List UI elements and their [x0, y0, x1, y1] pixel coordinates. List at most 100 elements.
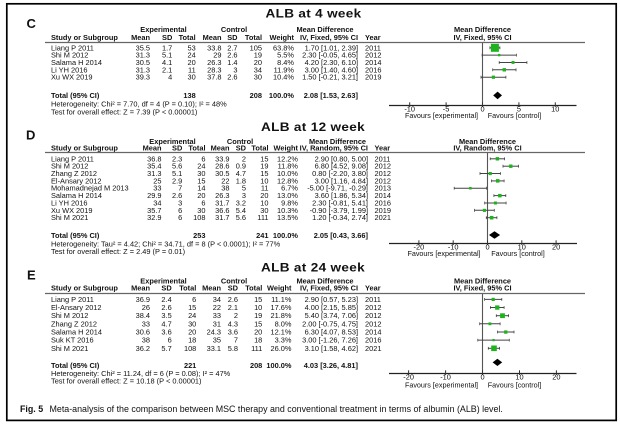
svg-text:2019: 2019	[375, 206, 391, 215]
svg-text:2.6: 2.6	[227, 73, 237, 82]
svg-text:2016: 2016	[365, 336, 381, 345]
svg-text:11.1%: 11.1%	[271, 295, 292, 304]
svg-text:-10: -10	[404, 105, 415, 114]
svg-text:30.5: 30.5	[136, 58, 150, 67]
svg-text:2012: 2012	[365, 319, 381, 328]
svg-text:Liang P 2011: Liang P 2011	[51, 154, 94, 163]
svg-text:Mohamadnejad M 2013: Mohamadnejad M 2013	[51, 184, 129, 193]
svg-text:2.30 [-0.81, 5.41]: 2.30 [-0.81, 5.41]	[312, 198, 368, 207]
svg-text:3.6: 3.6	[228, 328, 238, 337]
svg-text:El-Ansary 2012: El-Ansary 2012	[51, 176, 102, 185]
svg-text:Year: Year	[375, 144, 391, 153]
svg-text:0.9: 0.9	[236, 162, 246, 171]
svg-text:7: 7	[234, 336, 238, 345]
svg-text:8.4%: 8.4%	[277, 58, 294, 67]
svg-text:Li YH 2016: Li YH 2016	[51, 198, 87, 207]
svg-text:Mean Difference: Mean Difference	[459, 137, 516, 146]
svg-text:29.9: 29.9	[147, 191, 161, 200]
svg-text:5: 5	[517, 105, 521, 114]
svg-text:36.8: 36.8	[147, 154, 161, 163]
svg-text:35.5: 35.5	[136, 43, 150, 52]
svg-text:Heterogeneity: Tau² = 4.42; Ch: Heterogeneity: Tau² = 4.42; Chi² = 34.71…	[51, 240, 281, 249]
svg-text:Li YH 2016: Li YH 2016	[51, 65, 87, 74]
svg-text:9.8%: 9.8%	[281, 198, 298, 207]
svg-text:6: 6	[178, 213, 182, 222]
svg-text:5.40 [3.74, 7.06]: 5.40 [3.74, 7.06]	[305, 311, 358, 320]
svg-text:Salama H 2014: Salama H 2014	[51, 58, 102, 67]
svg-text:31.3: 31.3	[136, 51, 150, 60]
svg-text:20: 20	[197, 191, 205, 200]
svg-text:20: 20	[254, 328, 262, 337]
svg-text:Shi M 2021: Shi M 2021	[51, 344, 88, 353]
svg-text:33.8: 33.8	[207, 43, 221, 52]
svg-text:3: 3	[242, 191, 246, 200]
svg-text:Favours [control]: Favours [control]	[491, 249, 545, 258]
svg-text:2.00 [-0.75, 4.75]: 2.00 [-0.75, 4.75]	[302, 319, 358, 328]
svg-text:2.05 [0.43, 3.66]: 2.05 [0.43, 3.66]	[314, 231, 369, 240]
svg-text:20: 20	[260, 191, 268, 200]
svg-text:35.7: 35.7	[147, 206, 161, 215]
svg-text:3.2: 3.2	[236, 198, 246, 207]
svg-text:Experimental: Experimental	[149, 137, 195, 146]
svg-text:Total: Total	[251, 144, 268, 153]
svg-text:10: 10	[260, 176, 268, 185]
svg-text:1.20 [-0.34, 2.74]: 1.20 [-0.34, 2.74]	[312, 213, 368, 222]
svg-text:31: 31	[213, 319, 221, 328]
svg-text:208: 208	[250, 361, 262, 370]
svg-text:253: 253	[193, 231, 205, 240]
svg-text:111: 111	[251, 344, 262, 353]
svg-text:Mean: Mean	[211, 144, 230, 153]
svg-text:25: 25	[153, 176, 161, 185]
svg-text:10: 10	[551, 105, 559, 114]
svg-text:-10: -10	[448, 243, 459, 252]
svg-text:2016: 2016	[375, 198, 391, 207]
svg-text:10.4%: 10.4%	[273, 73, 294, 82]
svg-text:32.9: 32.9	[147, 213, 161, 222]
svg-text:15: 15	[260, 169, 268, 178]
svg-text:20: 20	[187, 58, 195, 67]
svg-text:SD: SD	[228, 283, 239, 292]
svg-text:20: 20	[552, 373, 560, 382]
svg-text:Total: Total	[179, 33, 196, 42]
svg-text:10.0%: 10.0%	[277, 169, 298, 178]
svg-text:33.1: 33.1	[207, 344, 221, 353]
svg-text:38: 38	[221, 184, 229, 193]
svg-text:Favours [experimental]: Favours [experimental]	[405, 381, 478, 390]
svg-text:20: 20	[188, 328, 196, 337]
svg-text:0.80 [-2.20, 3.80]: 0.80 [-2.20, 3.80]	[312, 169, 368, 178]
svg-text:5.7: 5.7	[161, 344, 171, 353]
svg-text:Favours [control]: Favours [control]	[488, 111, 542, 120]
svg-text:Study or Subgroup: Study or Subgroup	[51, 33, 118, 42]
svg-text:6: 6	[178, 206, 182, 215]
svg-text:Mean: Mean	[203, 33, 222, 42]
svg-text:30: 30	[187, 73, 195, 82]
svg-text:Total (95% CI): Total (95% CI)	[51, 91, 100, 100]
svg-text:2.90 [0.80, 5.00]: 2.90 [0.80, 5.00]	[315, 154, 368, 163]
svg-text:22: 22	[221, 176, 229, 185]
svg-text:Mean: Mean	[202, 283, 221, 292]
svg-text:Control: Control	[221, 276, 247, 285]
svg-text:Year: Year	[365, 283, 381, 292]
svg-text:2014: 2014	[365, 58, 381, 67]
svg-text:4.03 [3.26, 4.81]: 4.03 [3.26, 4.81]	[304, 361, 359, 370]
svg-text:15: 15	[197, 176, 205, 185]
svg-text:8.0%: 8.0%	[275, 319, 292, 328]
svg-text:C: C	[27, 16, 37, 31]
svg-text:3.3%: 3.3%	[275, 336, 292, 345]
svg-text:-5.00 [-9.71, -0.29]: -5.00 [-9.71, -0.29]	[307, 184, 368, 193]
svg-text:5.8: 5.8	[228, 344, 238, 353]
svg-text:3.00 [-1.26, 7.26]: 3.00 [-1.26, 7.26]	[302, 336, 358, 345]
svg-text:10: 10	[260, 198, 268, 207]
svg-text:IV, Fixed, 95% CI: IV, Fixed, 95% CI	[300, 283, 358, 292]
svg-text:-0.90 [-3.79, 1.99]: -0.90 [-3.79, 1.99]	[310, 206, 368, 215]
svg-text:2.4: 2.4	[161, 295, 171, 304]
svg-text:2013: 2013	[375, 184, 391, 193]
svg-text:Control: Control	[227, 137, 253, 146]
svg-text:SD: SD	[162, 33, 173, 42]
svg-text:36.2: 36.2	[136, 344, 150, 353]
svg-text:3.60 [1.86, 5.34]: 3.60 [1.86, 5.34]	[315, 191, 368, 200]
svg-text:19: 19	[260, 162, 268, 171]
svg-text:2012: 2012	[375, 176, 391, 185]
svg-text:Study or Subgroup: Study or Subgroup	[51, 283, 118, 292]
svg-text:4.00 [2.15, 5.85]: 4.00 [2.15, 5.85]	[305, 303, 358, 312]
